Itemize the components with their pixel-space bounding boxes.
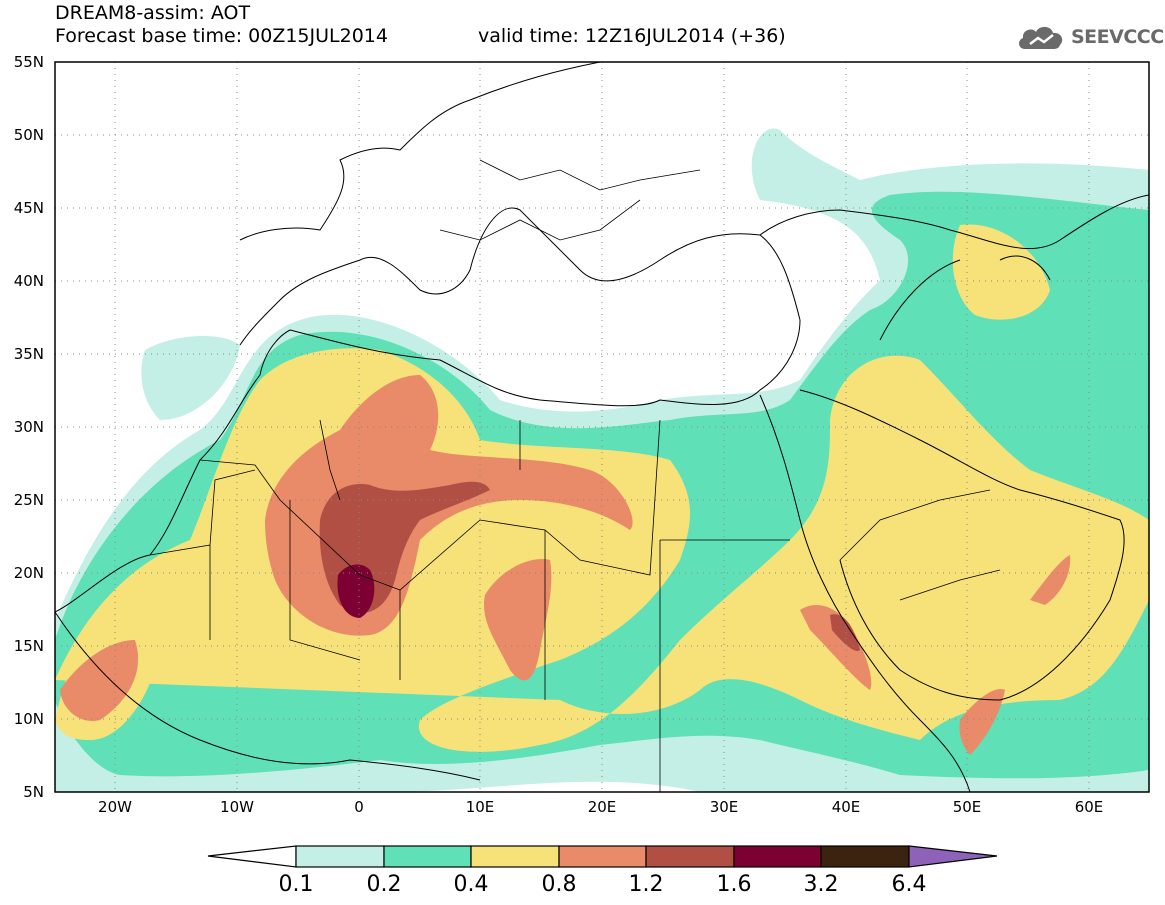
colorbar-label: 3.2: [803, 872, 839, 897]
forecast-base-time: Forecast base time: 00Z15JUL2014: [55, 25, 388, 47]
plot-frame: [54, 61, 1150, 793]
colorbar-bin-7: [820, 845, 910, 868]
lon-label-50e: 50E: [952, 798, 982, 816]
coastlines: [55, 62, 1149, 792]
contour-0.8-arabia: [1030, 555, 1071, 605]
lat-label-15n: 15N: [13, 637, 44, 655]
colorbar-bin-3: [470, 845, 560, 868]
lon-label-0: 0: [354, 798, 364, 816]
colorbar-label: 0.8: [541, 872, 577, 897]
lon-label-60e: 60E: [1074, 798, 1104, 816]
lat-label-5n: 5N: [23, 783, 44, 801]
valid-time: valid time: 12Z16JUL2014 (+36): [478, 25, 786, 47]
lon-label-10w: 10W: [220, 798, 254, 816]
colorbar-label: 1.6: [716, 872, 752, 897]
colorbar-max-arrow: [908, 845, 998, 868]
colorbar-bin-4: [558, 845, 647, 868]
colorbar-label: 0.2: [366, 872, 402, 897]
lat-label-20n: 20N: [13, 564, 44, 582]
contour-0.8-gulf-aden: [959, 689, 1005, 755]
contour-0.1-atlantic: [141, 335, 240, 420]
colorbar-label: 1.2: [628, 872, 664, 897]
lat-label-55n: 55N: [13, 53, 44, 71]
colorbar-label: 0.1: [278, 872, 314, 897]
contour-0.8-west: [60, 640, 139, 721]
colorbar-min-arrow: [207, 845, 297, 868]
lat-label-30n: 30N: [13, 418, 44, 436]
colorbar-label: 6.4: [891, 872, 927, 897]
seevccc-logo: SEEVCCC: [1015, 22, 1164, 52]
contour-1.2-redsea: [830, 614, 860, 651]
colorbar-label: 0.4: [453, 872, 489, 897]
colorbar: [207, 845, 998, 868]
colorbar-bin-1: [295, 845, 385, 868]
colorbar-bin-6: [733, 845, 822, 868]
lat-label-35n: 35N: [13, 345, 44, 363]
lat-label-25n: 25N: [13, 491, 44, 509]
lon-label-30e: 30E: [709, 798, 739, 816]
lat-label-10n: 10N: [13, 710, 44, 728]
contour-0.8-redsea: [800, 605, 872, 690]
colorbar-bin-2: [383, 845, 472, 868]
lat-label-40n: 40N: [13, 272, 44, 290]
logo-text: SEEVCCC: [1071, 26, 1164, 48]
aot-contours: [55, 128, 1149, 792]
cloud-icon: [1019, 26, 1063, 49]
borders: [149, 159, 1001, 792]
lon-label-20w: 20W: [98, 798, 132, 816]
lon-label-10e: 10E: [465, 798, 495, 816]
contour-0.8-center: [484, 559, 552, 681]
lon-label-20e: 20E: [587, 798, 617, 816]
colorbar-bin-5: [645, 845, 735, 868]
contour-1.6: [337, 564, 375, 618]
lat-label-50n: 50N: [13, 126, 44, 144]
lon-label-40e: 40E: [831, 798, 861, 816]
chart-title: DREAM8-assim: AOT: [55, 2, 251, 24]
lat-label-45n: 45N: [13, 199, 44, 217]
